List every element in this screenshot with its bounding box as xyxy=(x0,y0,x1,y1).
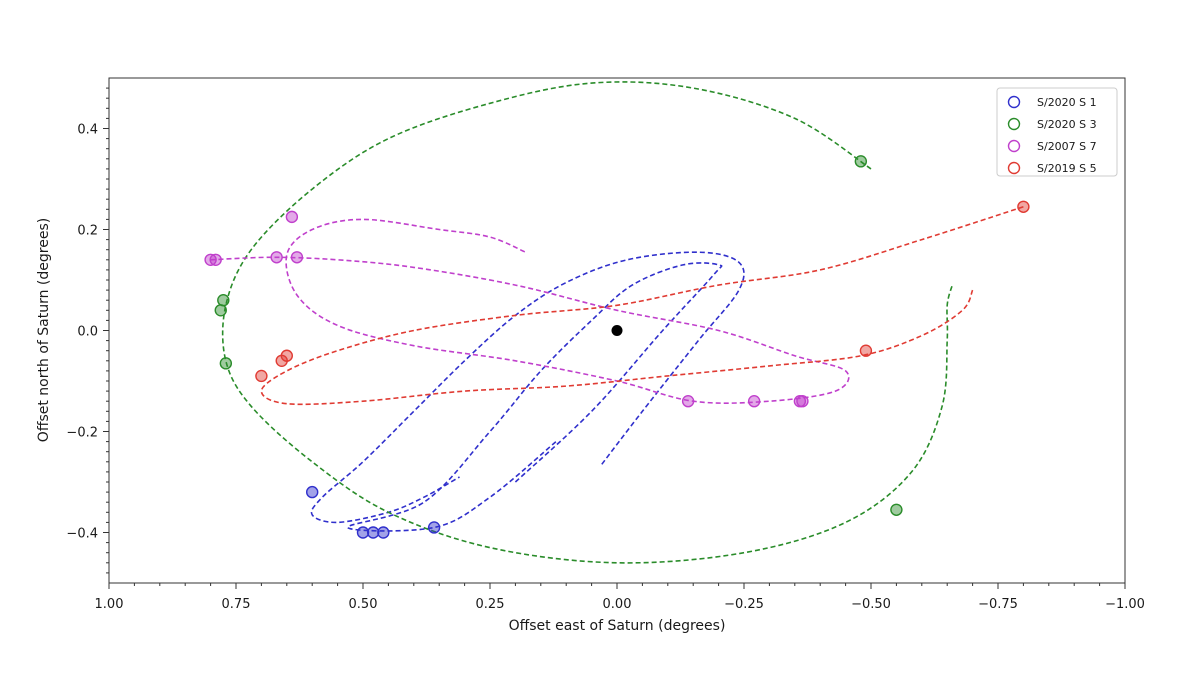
point-s-2019-s-5-0 xyxy=(1017,200,1030,213)
orbit-path-s-2020-s-3 xyxy=(221,81,954,564)
point-s-2019-s-5-3 xyxy=(255,369,268,383)
legend-marker-s-2020-s-1 xyxy=(1007,95,1021,109)
point-s-2020-s-1-4 xyxy=(427,521,441,534)
point-s-2020-s-3-1 xyxy=(217,294,230,307)
point-s-2020-s-1-3 xyxy=(377,526,390,539)
x-tick-label: 0.75 xyxy=(222,597,251,612)
x-axis-label: Offset east of Saturn (degrees) xyxy=(509,618,726,634)
point-s-2007-s-7-4 xyxy=(285,210,299,224)
x-tick-label: 0.50 xyxy=(349,597,378,612)
legend-marker-s-2020-s-3 xyxy=(1007,117,1021,131)
x-tick-label: −1.00 xyxy=(1105,597,1145,612)
x-tick-label: 0.25 xyxy=(476,597,505,612)
y-tick-label: 0.4 xyxy=(77,123,98,138)
legend: S/2020 S 1 S/2020 S 3 S/2007 S 7 S/2019 S 5 xyxy=(996,87,1118,177)
point-s-2020-s-3-4 xyxy=(890,503,903,516)
x-axis: 1.00 0.75 0.50 0.25 0.00 −0.25 −0.50 −0.75 −1.00 xyxy=(95,583,1145,612)
point-s-2007-s-7-8 xyxy=(796,395,809,408)
legend-label-s-2007-s-7: S/2007 S 7 xyxy=(1037,140,1097,153)
y-tick-label: 0.0 xyxy=(77,325,98,340)
y-tick-label: −0.2 xyxy=(66,426,98,441)
point-s-2007-s-7-6 xyxy=(747,395,761,408)
legend-label-s-2019-s-5: S/2019 S 5 xyxy=(1037,162,1097,175)
y-axis: 0.4 0.2 0.0 −0.2 −0.4 xyxy=(66,87,109,574)
y-tick-label: −0.4 xyxy=(66,527,98,542)
observation-layer xyxy=(204,155,1030,539)
legend-marker-s-2019-s-5 xyxy=(1007,161,1021,175)
x-tick-label: −0.25 xyxy=(724,597,764,612)
point-s-2019-s-5-2 xyxy=(275,354,288,367)
saturn-center-marker xyxy=(611,325,623,336)
point-s-2020-s-1-1 xyxy=(356,526,370,539)
point-s-2020-s-1-2 xyxy=(366,526,380,539)
point-s-2007-s-7-3 xyxy=(290,251,304,264)
orbit2-path-s-2020-s-1 xyxy=(346,262,723,532)
point-s-2020-s-3-0 xyxy=(854,155,868,168)
x-tick-label: 1.00 xyxy=(95,597,124,612)
x-tick-label: −0.75 xyxy=(978,597,1018,612)
point-s-2007-s-7-1 xyxy=(209,253,222,266)
point-s-2020-s-3-2 xyxy=(214,304,227,317)
legend-label-s-2020-s-3: S/2020 S 3 xyxy=(1037,118,1097,131)
point-s-2007-s-7-5 xyxy=(681,395,695,408)
point-s-2020-s-3-3 xyxy=(219,357,233,370)
x-tick-label: −0.50 xyxy=(851,597,891,612)
point-s-2007-s-7-2 xyxy=(270,251,283,264)
point-s-2019-s-5-4 xyxy=(859,344,873,357)
orbit-path-s-2020-s-1 xyxy=(310,251,745,524)
legend-label-s-2020-s-1: S/2020 S 1 xyxy=(1037,96,1097,109)
orbit-path-s-2007-s-7 xyxy=(210,218,850,404)
y-axis-label: Offset north of Saturn (degrees) xyxy=(36,218,52,442)
legend-marker-s-2007-s-7 xyxy=(1007,139,1021,153)
x-tick-label: 0.00 xyxy=(603,597,632,612)
orbit-path-s-2019-s-5 xyxy=(260,206,1024,406)
y-tick-label: 0.2 xyxy=(77,224,98,239)
orbit-layer xyxy=(210,81,1024,564)
point-s-2020-s-1-0 xyxy=(306,485,319,499)
